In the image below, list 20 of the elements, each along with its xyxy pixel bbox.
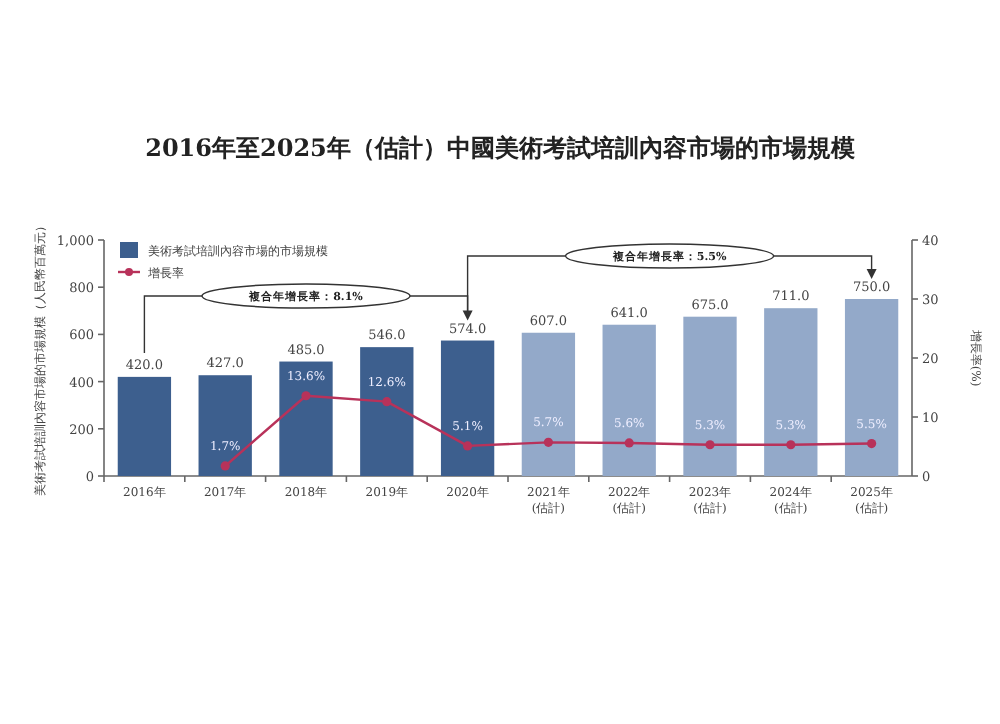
bar (440, 340, 495, 476)
bar (602, 324, 656, 476)
bar (521, 332, 576, 476)
bar (198, 375, 252, 476)
bar (279, 361, 333, 476)
bar (844, 299, 899, 476)
point (786, 440, 796, 450)
point (382, 397, 392, 407)
point (705, 440, 715, 450)
bar (117, 376, 172, 476)
bar (683, 316, 737, 476)
point (220, 461, 230, 471)
point (867, 438, 877, 449)
bar (360, 347, 414, 476)
point (463, 441, 473, 451)
chart-title: 2016年至2025年（估計）中國美術考試培訓內容市場的市場規模 (145, 134, 855, 162)
point (301, 391, 311, 401)
bar (764, 308, 818, 476)
point (624, 438, 634, 448)
point (543, 437, 553, 447)
